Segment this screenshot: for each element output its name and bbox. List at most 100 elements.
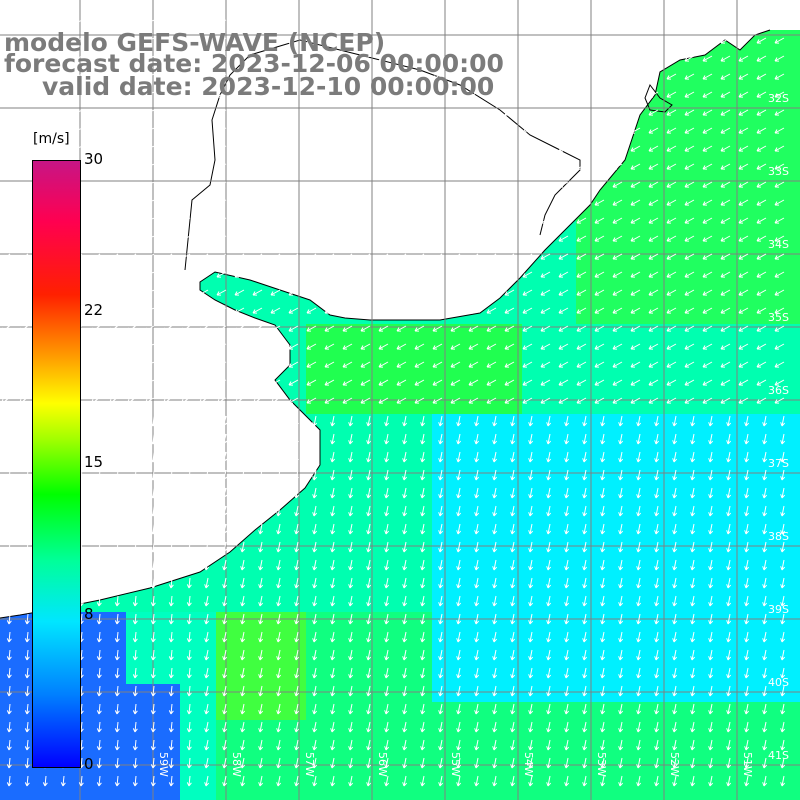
- wind-arrow: [288, 289, 299, 296]
- wind-arrow: [276, 775, 282, 787]
- wind-arrow: [450, 325, 461, 332]
- wind-arrow: [654, 775, 660, 787]
- wind-arrow: [24, 595, 30, 607]
- wind-arrow: [168, 505, 174, 517]
- wind-arrow: [252, 325, 263, 332]
- wind-arrow: [756, 289, 767, 296]
- wind-arrow: [684, 235, 695, 242]
- wind-arrow: [690, 703, 696, 715]
- wind-arrow: [0, 127, 11, 134]
- wind-arrow: [702, 55, 713, 62]
- wind-arrow: [114, 433, 120, 445]
- wind-arrow: [594, 343, 605, 350]
- wind-arrow: [108, 217, 119, 224]
- wind-arrow: [342, 217, 353, 224]
- wind-arrow: [612, 361, 623, 368]
- wind-arrow: [402, 631, 408, 643]
- colorbar-tick-15: 15: [84, 453, 104, 471]
- field-cell: [792, 162, 800, 180]
- wind-arrow: [504, 361, 515, 368]
- wind-arrow: [288, 325, 299, 332]
- wind-arrow: [222, 631, 228, 643]
- wind-arrow: [780, 559, 786, 571]
- wind-arrow: [162, 271, 173, 278]
- wind-arrow: [612, 325, 623, 332]
- wind-arrow: [348, 505, 354, 517]
- wind-arrow: [402, 451, 408, 463]
- wind-arrow: [738, 163, 749, 170]
- wind-arrow: [738, 289, 749, 296]
- wind-arrow: [222, 739, 228, 751]
- wind-arrow: [198, 397, 209, 404]
- wind-arrow: [492, 721, 498, 733]
- wind-arrow: [96, 667, 102, 679]
- wind-arrow: [528, 739, 534, 751]
- wind-arrow: [150, 721, 156, 733]
- wind-arrow: [468, 217, 479, 224]
- wind-arrow: [690, 541, 696, 553]
- wind-arrow: [690, 595, 696, 607]
- wind-arrow: [330, 613, 336, 625]
- wind-arrow: [540, 181, 551, 188]
- wind-arrow: [432, 19, 443, 26]
- wind-arrow: [420, 631, 426, 643]
- wind-arrow: [744, 667, 750, 679]
- land-mask: [0, 29, 771, 619]
- wind-arrow: [738, 307, 749, 314]
- wind-arrow: [162, 397, 173, 404]
- wind-arrow: [582, 559, 588, 571]
- wind-arrow: [450, 127, 461, 134]
- wind-arrow: [414, 379, 425, 386]
- wind-arrow: [738, 361, 749, 368]
- wind-arrow: [384, 469, 390, 481]
- wind-arrow: [780, 595, 786, 607]
- wind-arrow: [510, 757, 516, 769]
- wind-arrow: [468, 91, 479, 98]
- wind-arrow: [204, 631, 210, 643]
- wind-arrow: [558, 307, 569, 314]
- wind-arrow: [708, 559, 714, 571]
- wind-arrow: [708, 469, 714, 481]
- wind-arrow: [180, 397, 191, 404]
- wind-arrow: [294, 523, 300, 535]
- wind-arrow: [432, 307, 443, 314]
- wind-arrow: [582, 775, 588, 787]
- wind-arrow: [702, 253, 713, 260]
- field-cell: [792, 216, 800, 234]
- coastline: [0, 29, 771, 619]
- wind-arrow: [690, 775, 696, 787]
- wind-arrow: [414, 343, 425, 350]
- wind-arrow: [150, 577, 156, 589]
- wind-arrow: [0, 361, 11, 368]
- wind-arrow: [474, 469, 480, 481]
- wind-arrow: [756, 379, 767, 386]
- wind-arrow: [270, 289, 281, 296]
- wind-arrow: [108, 73, 119, 80]
- wind-arrow: [666, 253, 677, 260]
- wind-arrow: [720, 253, 731, 260]
- wind-arrow: [198, 289, 209, 296]
- field-cell: [630, 792, 648, 800]
- wind-arrow: [468, 73, 479, 80]
- wind-arrow: [198, 73, 209, 80]
- wind-arrow: [270, 253, 281, 260]
- wind-arrow: [330, 541, 336, 553]
- wind-arrow: [360, 91, 371, 98]
- wind-arrow: [258, 433, 264, 445]
- wind-arrow: [198, 217, 209, 224]
- wind-arrow: [600, 433, 606, 445]
- wind-arrow: [6, 757, 12, 769]
- wind-arrow: [414, 307, 425, 314]
- wind-arrow: [600, 775, 606, 787]
- wind-arrow: [612, 271, 623, 278]
- wind-arrow: [528, 415, 534, 427]
- wind-arrow: [648, 181, 659, 188]
- wind-arrow: [384, 631, 390, 643]
- wind-arrow: [744, 451, 750, 463]
- wind-arrow: [312, 757, 318, 769]
- wind-arrow: [600, 721, 606, 733]
- wind-arrow: [540, 19, 551, 26]
- wind-arrow: [540, 127, 551, 134]
- wind-arrow: [186, 667, 192, 679]
- wind-arrow: [18, 55, 29, 62]
